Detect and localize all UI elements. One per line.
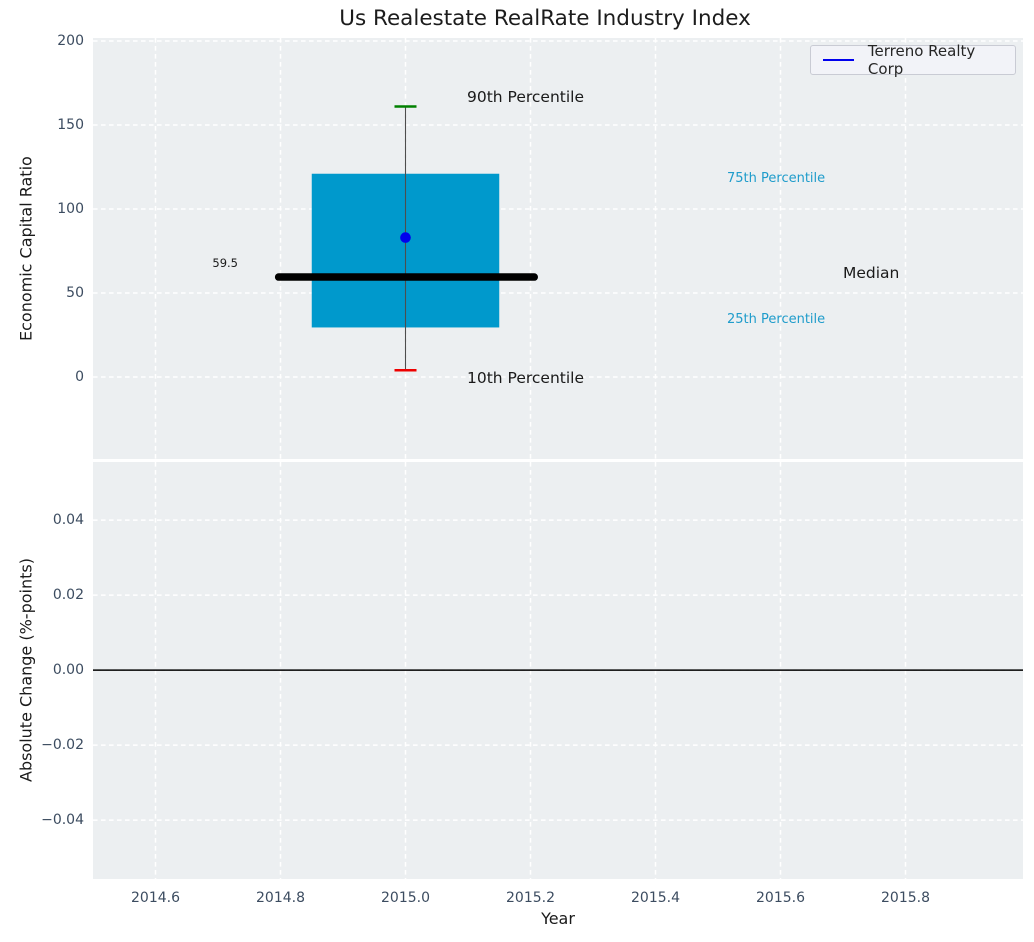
- top-y-axis-label: Economic Capital Ratio: [16, 156, 36, 341]
- y-tick-label: 0.04: [52, 512, 84, 529]
- y-tick-label: 100: [57, 201, 84, 218]
- annotation-median: Median: [843, 264, 900, 282]
- legend-label: Terreno Realty Corp: [867, 42, 976, 78]
- annotation-25th-percentile: 25th Percentile: [727, 312, 826, 327]
- x-tick-label: 2015.8: [881, 890, 930, 906]
- top-plot-area: [93, 38, 1023, 459]
- annotation-10th-percentile: 10th Percentile: [467, 369, 585, 387]
- y-tick-label: 0.02: [52, 587, 84, 604]
- y-tick-label: 0: [75, 369, 84, 386]
- x-tick-label: 2015.4: [631, 890, 680, 906]
- y-tick-label: −0.02: [41, 737, 84, 754]
- bottom-plot-area: [93, 462, 1023, 879]
- y-tick-label: 0.00: [52, 662, 84, 679]
- annotation-75th-percentile: 75th Percentile: [727, 171, 826, 186]
- x-tick-label: 2015.0: [381, 890, 430, 906]
- y-tick-label: −0.04: [41, 812, 84, 829]
- x-tick-label: 2014.6: [131, 890, 180, 906]
- annotation-median-value: 59.5: [212, 256, 238, 270]
- x-tick-label: 2014.8: [256, 890, 305, 906]
- legend: Terreno Realty Corp: [810, 42, 1016, 78]
- x-axis-label: Year: [541, 909, 575, 928]
- x-tick-label: 2015.2: [506, 890, 555, 906]
- chart-title: Us Realestate RealRate Industry Index: [339, 6, 751, 31]
- annotation-90th-percentile: 90th Percentile: [467, 88, 585, 106]
- legend-line-sample-icon: [823, 59, 854, 61]
- y-tick-label: 50: [66, 285, 84, 302]
- y-tick-label: 150: [57, 117, 84, 134]
- x-tick-label: 2015.6: [756, 890, 805, 906]
- y-tick-label: 200: [57, 33, 84, 50]
